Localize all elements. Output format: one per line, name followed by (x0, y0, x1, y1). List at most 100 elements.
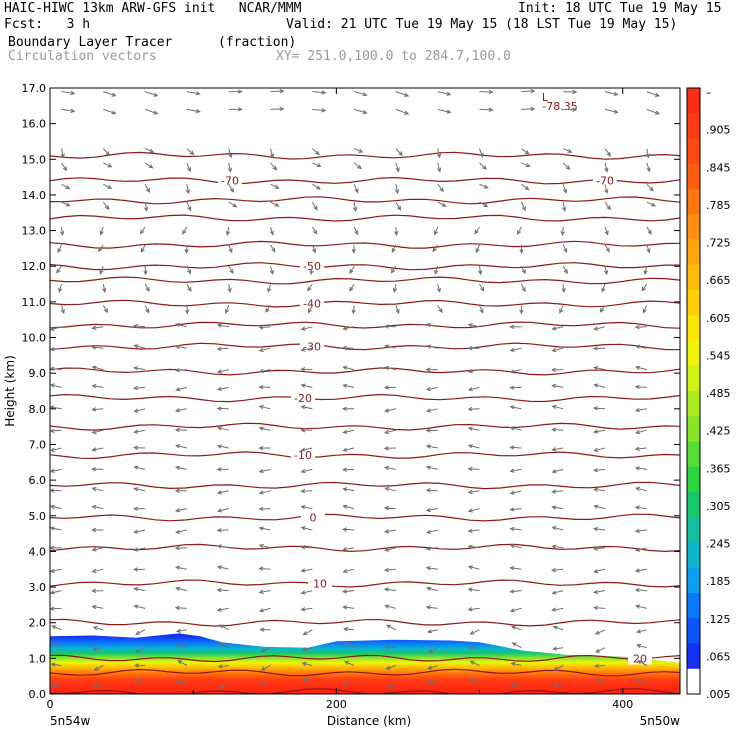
circulation-vector (385, 624, 397, 631)
circulation-vector (395, 91, 410, 97)
contour-label-bg (301, 511, 325, 524)
circulation-vector (59, 226, 65, 237)
circulation-vector (634, 407, 647, 413)
colorbar-label: .245 (706, 538, 731, 551)
circulation-vector (509, 369, 522, 374)
circulation-vector (384, 408, 397, 413)
circulation-vector (351, 244, 357, 254)
circulation-vector (300, 383, 313, 388)
circulation-vector (258, 506, 271, 512)
colorbar-label: .425 (706, 425, 731, 438)
colorbar-label: – (706, 86, 712, 99)
circulation-vector (551, 347, 564, 353)
y-tick-label: 11.0 (22, 296, 47, 309)
circulation-vector (344, 642, 355, 649)
circulation-vector (634, 446, 647, 451)
circulation-vector (392, 283, 398, 294)
circulation-vector (469, 678, 480, 684)
x-tick-label: 400 (612, 698, 633, 711)
circulation-vector (437, 162, 442, 173)
circulation-vector (385, 665, 397, 670)
contour-label-bg (593, 174, 617, 187)
circulation-vector (634, 568, 647, 573)
circulation-vector (61, 162, 68, 172)
circulation-vector (592, 487, 606, 492)
circulation-vector (300, 447, 313, 452)
circulation-vector (301, 647, 313, 652)
circulation-vector (436, 148, 442, 159)
circulation-vector (383, 529, 396, 534)
circulation-vector (177, 660, 188, 666)
circulation-vector (432, 244, 439, 253)
circulation-vector (342, 568, 355, 574)
circulation-vector (267, 283, 272, 293)
circulation-vector (50, 447, 62, 452)
circulation-vector (91, 466, 104, 472)
circulation-vector (475, 244, 480, 254)
x-tick-label: 0 (47, 698, 54, 711)
contour-label: 0 (310, 512, 317, 525)
circulation-vector (133, 529, 146, 534)
circulation-vector (132, 385, 146, 391)
circulation-vector (467, 489, 480, 495)
circulation-vector (521, 148, 530, 155)
circulation-vector (479, 148, 484, 159)
temperature-contour (50, 176, 680, 185)
circulation-vector (551, 447, 564, 452)
colorbar-label: .365 (706, 462, 731, 475)
circulation-vector (50, 468, 62, 473)
circulation-vector (57, 244, 62, 254)
temperature-contour (50, 262, 680, 271)
circulation-vector (343, 660, 355, 666)
circulation-vector (478, 266, 483, 276)
temperature-contour (50, 240, 680, 249)
circulation-vector (383, 587, 396, 592)
circulation-vector (92, 625, 104, 631)
circulation-vector (217, 664, 229, 669)
circulation-vector (604, 108, 619, 114)
contour-label-bg (628, 652, 652, 665)
circulation-vector (58, 283, 63, 293)
circulation-vector (258, 526, 271, 531)
circulation-vector (300, 405, 313, 410)
circulation-vector (269, 266, 274, 276)
circulation-vector (604, 184, 609, 195)
forecast-hour: Fcst: 3 h (4, 17, 91, 32)
circulation-vector (91, 504, 104, 510)
circulation-vector (509, 385, 522, 390)
y-tick-label: 16.0 (22, 118, 47, 131)
circulation-vector (646, 91, 661, 97)
circulation-vector (509, 507, 522, 512)
colorbar-label: .305 (706, 500, 731, 513)
circulation-vector (300, 468, 313, 474)
temperature-contour (50, 151, 680, 160)
circulation-vector (216, 565, 229, 570)
colorbar-swatch (687, 542, 700, 569)
circulation-vector (391, 244, 397, 254)
circulation-vector (604, 244, 610, 253)
circulation-vector (437, 183, 445, 193)
circulation-vector (216, 607, 229, 612)
circulation-vector (342, 681, 355, 686)
circulation-vector (225, 226, 231, 237)
circulation-vector (342, 365, 355, 371)
circulation-vector (133, 547, 146, 552)
circulation-vector (552, 682, 564, 688)
field-units: (fraction) (218, 35, 297, 50)
circulation-vector (258, 347, 271, 353)
circulation-vector (307, 305, 313, 314)
circulation-vector (394, 184, 400, 195)
circulation-vector (519, 244, 524, 254)
circulation-vector (134, 678, 146, 684)
circulation-vector (349, 265, 355, 275)
circulation-vector (426, 529, 438, 534)
circulation-vector (61, 183, 71, 190)
circulation-vector (593, 504, 606, 510)
circulation-vector (60, 305, 65, 315)
circulation-vector (186, 108, 201, 114)
circulation-vector (635, 629, 647, 634)
temperature-contour (50, 299, 680, 308)
circulation-vector (592, 406, 606, 411)
circulation-vector (342, 504, 355, 510)
circulation-vector (311, 201, 318, 211)
